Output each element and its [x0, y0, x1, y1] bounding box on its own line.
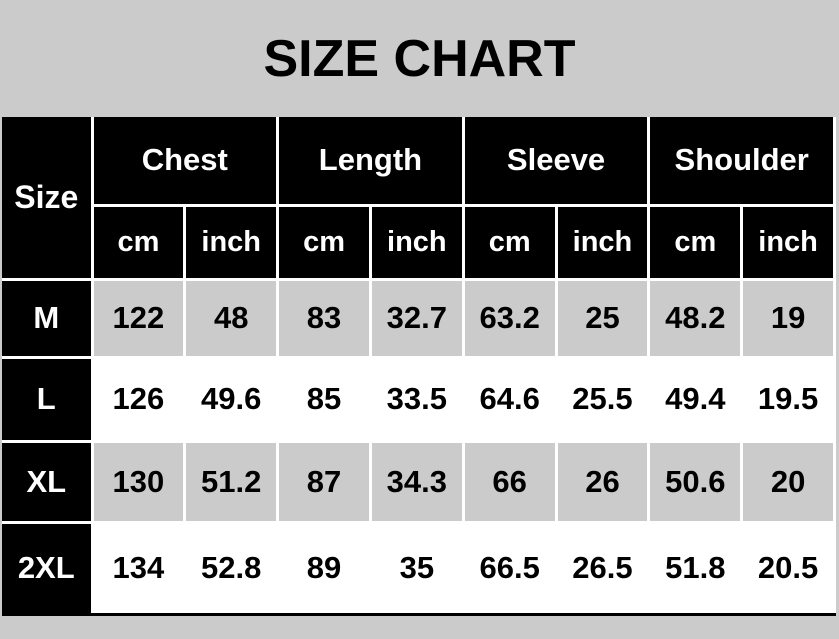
unit-header-row: cm inch cm inch cm inch cm inch	[2, 203, 836, 281]
value-cell: 32.7	[368, 277, 465, 359]
value-cell: 83	[276, 277, 372, 359]
group-header-length: Length	[276, 117, 465, 207]
value-cell: 134	[90, 520, 187, 616]
unit-header-chest-inch: inch	[183, 203, 280, 281]
value-cell: 25	[554, 277, 651, 359]
group-header-sleeve: Sleeve	[461, 117, 651, 207]
value-cell: 34.3	[368, 439, 465, 524]
unit-header-shoulder-inch: inch	[740, 203, 836, 281]
table-row-2xl: 2XL 134 52.8 89 35 66.5 26.5 51.8 20.5	[2, 520, 836, 616]
page-title: SIZE CHART	[263, 29, 576, 88]
size-cell: 2XL	[2, 520, 94, 616]
value-cell: 50.6	[647, 439, 744, 524]
group-header-row: Size Chest Length Sleeve Shoulder	[2, 117, 836, 281]
value-cell: 89	[276, 520, 372, 616]
value-cell: 85	[276, 355, 372, 443]
value-cell: 63.2	[461, 277, 558, 359]
size-cell: M	[2, 277, 94, 359]
table-row-m: M 122 48 83 32.7 63.2 25 48.2 19	[2, 277, 836, 359]
value-cell: 33.5	[368, 355, 465, 443]
value-cell: 26	[554, 439, 651, 524]
unit-header-length-cm: cm	[276, 203, 372, 281]
value-cell: 48	[183, 277, 280, 359]
group-header-shoulder: Shoulder	[647, 117, 836, 207]
value-cell: 64.6	[461, 355, 558, 443]
value-cell: 122	[90, 277, 187, 359]
value-cell: 52.8	[183, 520, 280, 616]
size-cell: L	[2, 355, 94, 443]
value-cell: 126	[90, 355, 187, 443]
value-cell: 87	[276, 439, 372, 524]
group-header-chest: Chest	[90, 117, 280, 207]
table-row-l: L 126 49.6 85 33.5 64.6 25.5 49.4 19.5	[2, 355, 836, 443]
value-cell: 20	[740, 439, 836, 524]
value-cell: 35	[368, 520, 465, 616]
unit-header-shoulder-cm: cm	[647, 203, 744, 281]
unit-header-length-inch: inch	[368, 203, 465, 281]
unit-header-sleeve-cm: cm	[461, 203, 558, 281]
value-cell: 49.6	[183, 355, 280, 443]
value-cell: 49.4	[647, 355, 744, 443]
size-column-header: Size	[2, 117, 94, 281]
value-cell: 66	[461, 439, 558, 524]
value-cell: 48.2	[647, 277, 744, 359]
unit-header-sleeve-inch: inch	[554, 203, 651, 281]
value-cell: 20.5	[740, 520, 836, 616]
unit-header-chest-cm: cm	[92, 203, 187, 281]
table-row-xl: XL 130 51.2 87 34.3 66 26 50.6 20	[2, 439, 836, 524]
value-cell: 51.8	[647, 520, 744, 616]
value-cell: 130	[90, 439, 187, 524]
size-chart-table: Size Chest Length Sleeve Shoulder cm inc…	[2, 117, 836, 616]
size-cell: XL	[2, 439, 94, 524]
value-cell: 51.2	[183, 439, 280, 524]
value-cell: 19.5	[740, 355, 836, 443]
value-cell: 25.5	[554, 355, 651, 443]
value-cell: 66.5	[461, 520, 558, 616]
size-chart-page: SIZE CHART Size Chest Length Sleeve Shou…	[2, 29, 836, 616]
value-cell: 19	[740, 277, 836, 359]
value-cell: 26.5	[554, 520, 651, 616]
